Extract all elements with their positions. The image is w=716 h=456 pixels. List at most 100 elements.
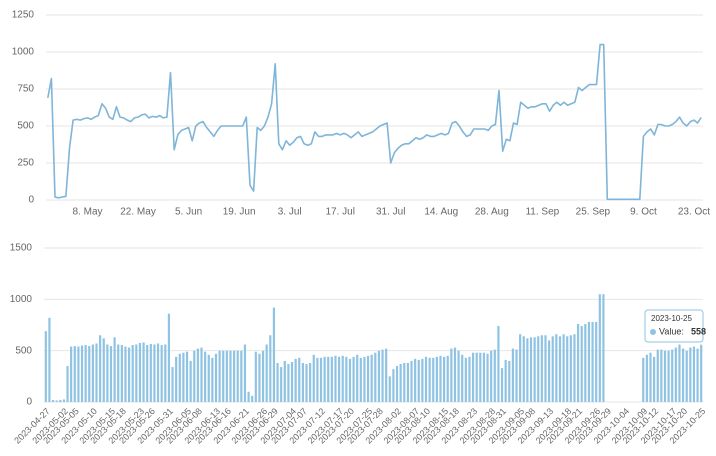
bar [142,342,145,402]
bar [294,358,297,402]
bar [327,356,330,402]
bar [171,367,174,402]
bar [366,355,370,402]
bar [486,353,489,402]
bar [576,323,580,402]
bar [269,335,272,402]
bar [370,354,373,402]
bar [276,362,279,402]
bar [529,337,533,402]
bar [156,343,160,402]
bar [700,344,703,402]
bar [138,342,142,402]
bar [200,347,203,402]
bar [312,354,315,402]
bar [482,352,486,402]
bar [399,364,402,402]
bar [443,356,446,402]
x-tick-label: 5. Jun [175,207,202,218]
y-tick-label: 0 [26,397,32,408]
bar [175,356,178,402]
bar [124,346,127,402]
tooltip-date: 2023-10-25 [651,314,692,323]
bar [345,356,348,402]
bar [185,351,189,402]
bar [363,356,366,402]
bar [555,334,558,402]
x-tick-label: 17. Jul [325,207,354,218]
bar [602,294,605,402]
bar [667,350,670,402]
x-tick-label: 31. Jul [376,207,405,218]
bar [359,357,362,402]
bar [656,349,659,402]
bar [511,348,515,402]
y-tick-label: 1000 [12,47,35,58]
y-tick-label: 1000 [10,294,33,305]
bar [196,348,199,402]
bar [428,357,431,402]
bar [417,359,420,402]
bar [414,358,417,402]
bar [519,334,522,402]
bar [381,349,384,402]
bar [109,346,113,402]
tooltip: 2023-10-25 Value: 558 [644,309,706,343]
bar [500,368,504,402]
bar [214,353,218,402]
bar [247,391,250,402]
x-tick-label: 19. Jun [223,207,256,218]
bar [70,346,73,402]
bar [84,345,87,402]
bar [91,344,94,402]
bar [395,366,399,402]
bar [204,351,207,402]
bar [62,399,66,402]
bar [497,326,500,402]
bar [182,352,185,402]
bar [95,343,98,402]
bar [305,364,308,402]
bar [446,355,449,402]
bar [674,347,677,402]
bar [671,349,674,402]
y-tick-label: 750 [17,84,34,95]
bar [127,347,131,402]
bar [240,350,243,402]
bar [464,357,467,402]
x-tick-label: 11. Sep [525,207,559,218]
bar [222,350,225,402]
bar [229,350,232,402]
bar [309,362,312,402]
x-tick-label: 8. May [73,207,103,218]
tooltip-value: 558 [691,326,706,336]
bar [59,399,62,402]
bar [225,350,228,402]
bar [77,346,80,402]
bar [681,348,685,402]
bar [642,357,645,402]
bar [490,350,493,402]
bar [51,399,55,402]
bar [55,400,58,402]
bar [113,337,116,402]
y-tick-label: 500 [17,121,34,132]
bar [468,356,471,402]
bar [457,350,460,402]
bar [243,344,247,402]
x-tick-label: 22. May [120,207,156,218]
bar [298,357,301,402]
bar [261,350,265,402]
bar [316,357,319,402]
bar [258,353,261,402]
bar [283,360,286,402]
bar [421,358,424,402]
bar [537,336,540,402]
bar [301,362,304,402]
bar [80,345,84,402]
bar [450,348,453,402]
bar [388,376,391,402]
x-tick-label: 28. Aug [475,207,509,218]
bar [189,360,192,402]
